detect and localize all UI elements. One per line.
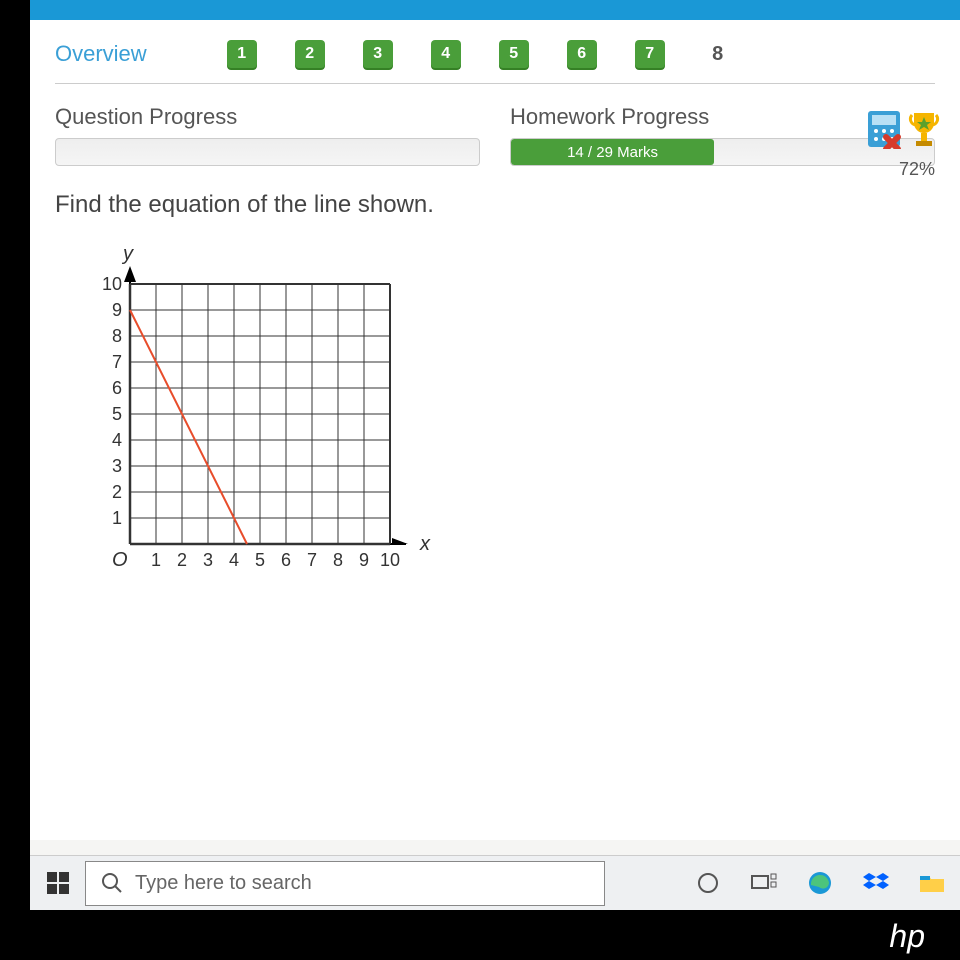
trophy-icon [908,109,940,149]
task-view-icon[interactable] [751,870,777,896]
start-button[interactable] [30,856,85,911]
svg-text:6: 6 [281,550,291,570]
cortana-icon[interactable] [695,870,721,896]
svg-text:3: 3 [112,456,122,476]
reward-percent: 72% [899,159,935,180]
svg-text:2: 2 [112,482,122,502]
taskbar: Type here to search [30,855,960,910]
overview-link[interactable]: Overview [55,41,147,67]
svg-text:7: 7 [307,550,317,570]
question-progress-bar [55,138,480,166]
search-placeholder: Type here to search [135,872,312,895]
svg-text:9: 9 [112,300,122,320]
qnum-7[interactable]: 7 [635,40,665,68]
dropbox-icon[interactable] [863,870,889,896]
qnum-6[interactable]: 6 [567,40,597,68]
qnum-4[interactable]: 4 [431,40,461,68]
windows-icon [47,872,69,894]
svg-text:6: 6 [112,378,122,398]
qnum-2[interactable]: 2 [295,40,325,68]
qnum-1[interactable]: 1 [227,40,257,68]
qnum-5[interactable]: 5 [499,40,529,68]
svg-text:10: 10 [102,274,122,294]
qnum-8-current[interactable]: 8 [703,40,733,68]
calculator-icon [866,109,906,149]
system-tray [695,870,960,896]
svg-text:y: y [121,243,134,265]
svg-text:O: O [112,549,128,571]
qnum-3[interactable]: 3 [363,40,393,68]
laptop-brand-logo: hp [889,918,925,955]
search-box[interactable]: Type here to search [85,861,605,906]
question-progress-label: Question Progress [55,104,480,130]
question-nav: Overview 1 2 3 4 5 6 7 8 [55,40,935,84]
search-icon [101,872,123,894]
svg-text:5: 5 [112,404,122,424]
question-text: Find the equation of the line shown. [55,191,935,219]
svg-text:8: 8 [112,326,122,346]
svg-text:3: 3 [203,550,213,570]
chart: 1234567891012345678910Oxy [75,234,415,574]
explorer-icon[interactable] [919,870,945,896]
svg-text:9: 9 [359,550,369,570]
svg-text:10: 10 [380,550,400,570]
svg-text:1: 1 [112,508,122,528]
rewards-area [866,109,940,149]
svg-text:x: x [419,533,431,555]
edge-icon[interactable] [807,870,833,896]
svg-text:7: 7 [112,352,122,372]
homework-progress-fill: 14 / 29 Marks [511,139,714,165]
svg-text:4: 4 [112,430,122,450]
question-numbers: 1 2 3 4 5 6 7 8 [227,40,733,68]
svg-text:5: 5 [255,550,265,570]
svg-text:2: 2 [177,550,187,570]
svg-text:4: 4 [229,550,239,570]
svg-text:1: 1 [151,550,161,570]
svg-text:8: 8 [333,550,343,570]
